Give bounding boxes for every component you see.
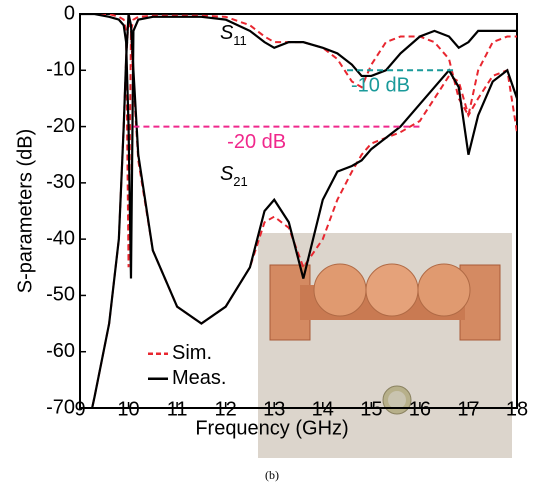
y-tick-label: -60 [46, 340, 75, 362]
plot-frame [79, 13, 518, 409]
x-tick-label: 16 [409, 398, 431, 420]
x-tick-label: 12 [215, 398, 237, 420]
y-axis-label: S-parameters (dB) [14, 129, 36, 294]
x-axis-label: Frequency (GHz) [195, 417, 348, 439]
legend-label: Sim. [172, 342, 212, 364]
y-tick-label: -40 [46, 227, 75, 249]
x-tick-label: 17 [457, 398, 479, 420]
x-tick-label: 10 [117, 398, 139, 420]
y-tick-label: 0 [64, 2, 75, 24]
plot-area [80, 14, 517, 408]
curve-label: S11 [220, 22, 247, 48]
x-tick-label: 14 [312, 398, 334, 420]
caption: (b) [265, 468, 279, 482]
x-tick-label: 11 [167, 398, 188, 420]
curve-label-sub: 21 [233, 174, 247, 189]
reference-label: -20 dB [227, 131, 286, 153]
x-tick-label: 9 [74, 398, 85, 420]
reference-label: -10 dB [351, 75, 410, 97]
y-tick-label: -50 [46, 284, 75, 306]
x-tick-label: 15 [360, 398, 382, 420]
curve [80, 14, 517, 279]
x-tick-label: 13 [263, 398, 285, 420]
x-tick-label: 18 [506, 398, 528, 420]
curve-label-letter: S [220, 22, 234, 44]
curve [91, 14, 517, 408]
curve-label-sub: 11 [233, 34, 247, 49]
y-tick-label: -20 [46, 115, 75, 137]
curve [80, 14, 517, 268]
legend-label: Meas. [172, 367, 226, 389]
y-tick-label: -30 [46, 171, 75, 193]
y-tick-label: -10 [46, 59, 75, 81]
curve-label-letter: S [220, 163, 234, 185]
y-tick-label: -70 [46, 396, 75, 418]
curve-label: S21 [220, 163, 248, 189]
